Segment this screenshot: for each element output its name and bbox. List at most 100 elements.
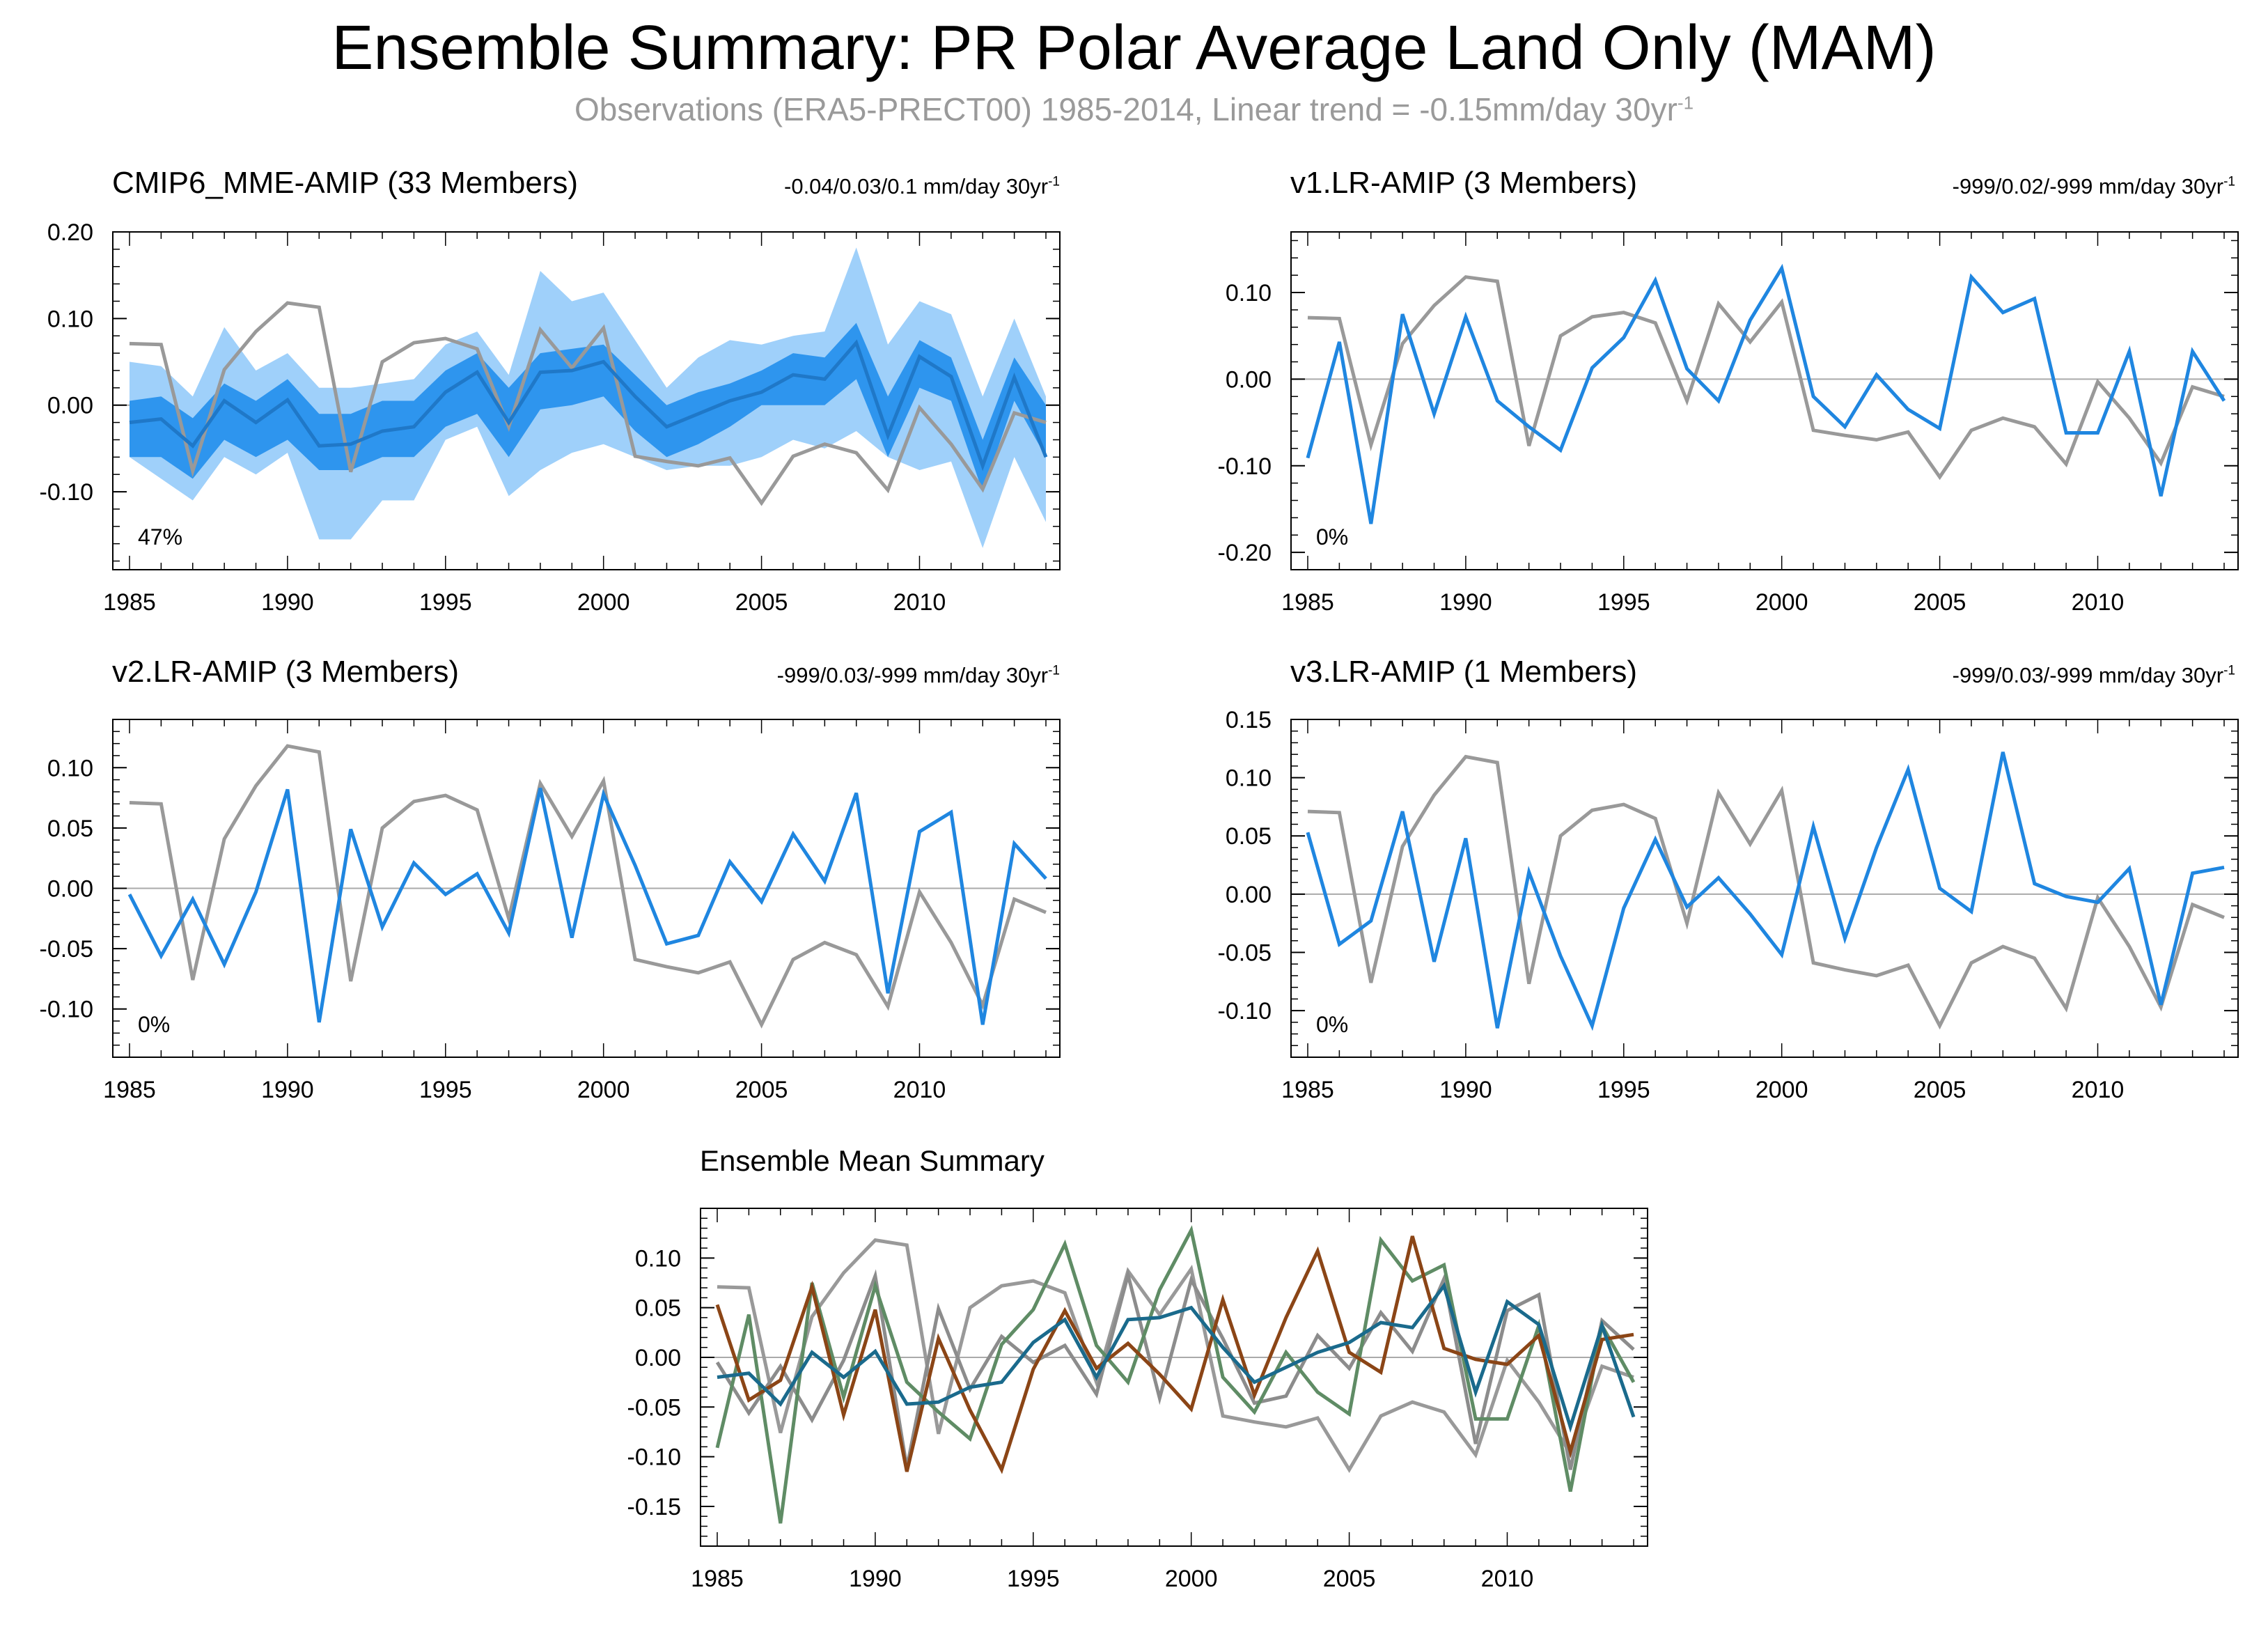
percent-label-cmip6: 47%	[138, 524, 182, 550]
panel-title-cmip6: CMIP6_MME-AMIP (33 Members)	[112, 166, 579, 200]
percent-label-v3: 0%	[1316, 1012, 1348, 1037]
y-tick-label: 0.00	[1226, 366, 1272, 393]
y-tick-label: -0.10	[40, 997, 94, 1023]
y-tick-label: 0.00	[47, 393, 93, 419]
model-line-v1	[1306, 263, 2226, 524]
x-tick-label: 2000	[1755, 589, 1808, 616]
panel-title-v3: v3.LR-AMIP (1 Members)	[1290, 655, 1637, 689]
model-line-v3	[1306, 751, 2225, 1031]
x-tick-label: 2000	[1755, 1077, 1808, 1103]
panel-trend-v1: -999/0.02/-999 mm/day 30yr-1	[1859, 174, 2235, 199]
panel-trend-cmip6: -0.04/0.03/0.1 mm/day 30yr-1	[696, 174, 1060, 199]
subtitle-text: Observations (ERA5-PRECT00) 1985-2014, L…	[574, 91, 1677, 127]
trend-text-v1: -999/0.02/-999 mm/day 30yr	[1952, 174, 2224, 198]
x-tick-label: 2000	[577, 589, 630, 616]
y-tick-label: 0.05	[635, 1295, 681, 1322]
x-tick-label: 2005	[735, 1077, 788, 1103]
trend-sup-v1: -1	[2223, 174, 2235, 189]
x-tick-label: 1985	[1281, 589, 1334, 616]
panel-v3: -0.10 -0.05 0.00 0.05 0.10 0.15 1985 1990 1995 20…	[1218, 707, 2239, 1103]
observations-line	[1307, 754, 2225, 1030]
summary-line-v1	[715, 1225, 1636, 1524]
trend-text-cmip6: -0.04/0.03/0.1 mm/day 30yr	[784, 174, 1049, 198]
y-tick-label: 0.00	[1226, 882, 1272, 908]
y-tick-label: 0.10	[47, 755, 93, 781]
y-tick-label: 0.20	[47, 219, 93, 246]
x-tick-label: 2010	[2072, 1077, 2125, 1103]
plot-frame-v3	[1290, 719, 2239, 1058]
trend-sup-v2: -1	[1048, 663, 1060, 678]
ensemble-mean-line	[129, 339, 1048, 471]
x-tick-label: 1990	[261, 1077, 314, 1103]
percent-label-v2: 0%	[138, 1012, 170, 1037]
x-tick-label: 1995	[1597, 1077, 1650, 1103]
panel-cmip6: -0.10 0.00 0.10 0.20 1985 1990 1995 2000 2005 201…	[40, 219, 1061, 616]
y-tick-label: 0.05	[47, 816, 93, 842]
panel-title-v1: v1.LR-AMIP (3 Members)	[1290, 166, 1637, 200]
y-tick-label: 0.10	[1226, 280, 1272, 306]
plot-frame-v1	[1290, 231, 2239, 570]
y-tick-label: -0.10	[627, 1444, 682, 1471]
y-tick-label: 0.00	[635, 1345, 681, 1371]
x-tick-label: 1990	[1439, 589, 1492, 616]
x-tick-label: 1990	[849, 1566, 902, 1592]
page-subtitle: Observations (ERA5-PRECT00) 1985-2014, L…	[0, 91, 2268, 128]
x-tick-label: 1985	[103, 1077, 156, 1103]
x-tick-label: 2000	[577, 1077, 630, 1103]
x-tick-label: 2010	[2072, 589, 2125, 616]
x-tick-label: 1985	[103, 589, 156, 616]
page-title: Ensemble Summary: PR Polar Average Land …	[331, 13, 1937, 83]
x-tick-label: 1995	[419, 589, 472, 616]
y-tick-label: 0.00	[47, 876, 93, 903]
x-tick-label: 2005	[735, 589, 788, 616]
model-line-v2	[127, 788, 1047, 1025]
x-tick-label: 2010	[893, 1077, 946, 1103]
trend-text-v2: -999/0.03/-999 mm/day 30yr	[776, 663, 1049, 687]
y-tick-label: -0.05	[627, 1394, 682, 1421]
x-tick-label: 1995	[1597, 589, 1650, 616]
y-tick-label: 0.15	[1226, 707, 1272, 733]
summary-line-v3	[715, 1236, 1634, 1474]
y-tick-label: -0.10	[1218, 453, 1272, 480]
y-tick-label: 0.10	[47, 306, 93, 332]
observations-line	[1307, 275, 2225, 481]
x-tick-label: 2010	[1481, 1566, 1534, 1592]
x-tick-label: 1990	[1439, 1077, 1492, 1103]
x-tick-label: 1995	[419, 1077, 472, 1103]
panel-title-ensemble-mean: Ensemble Mean Summary	[700, 1144, 1045, 1177]
x-tick-label: 1990	[261, 589, 314, 616]
x-tick-label: 1985	[691, 1566, 744, 1592]
x-tick-label: 1995	[1007, 1566, 1060, 1592]
summary-line-cmip6	[717, 1281, 1636, 1433]
observations-line	[129, 744, 1047, 1029]
trend-text-v3: -999/0.03/-999 mm/day 30yr	[1952, 663, 2224, 687]
y-tick-label: -0.15	[627, 1494, 682, 1520]
trend-sup-v3: -1	[2223, 663, 2235, 678]
y-tick-label: -0.10	[1218, 998, 1272, 1024]
summary-line-obs	[717, 1238, 1634, 1474]
y-tick-label: -0.10	[40, 479, 94, 506]
y-tick-label: -0.05	[1218, 940, 1272, 966]
x-tick-label: 2005	[1914, 589, 1966, 616]
x-tick-label: 2000	[1165, 1566, 1218, 1592]
summary-line-v2	[715, 1268, 1635, 1470]
panel-trend-v3: -999/0.03/-999 mm/day 30yr-1	[1859, 663, 2235, 688]
y-tick-label: 0.05	[1226, 823, 1272, 850]
panel-v2: -0.10 -0.05 0.00 0.05 0.10 1985 1990 1995 2000 20…	[40, 719, 1061, 1103]
x-tick-label: 2010	[893, 589, 946, 616]
y-tick-label: 0.10	[635, 1245, 681, 1272]
subtitle-superscript: -1	[1677, 92, 1694, 114]
panel-ensemble_mean: -0.15 -0.10 -0.05 0.00 0.05 0.10 1985 1990 1995 2…	[627, 1208, 1648, 1592]
y-tick-label: 0.10	[1226, 765, 1272, 792]
trend-sup-cmip6: -1	[1048, 174, 1060, 189]
y-tick-label: -0.20	[1218, 540, 1272, 566]
x-tick-label: 2005	[1914, 1077, 1966, 1103]
x-tick-label: 2005	[1323, 1566, 1376, 1592]
panel-v1: -0.20 -0.10 0.00 0.10 1985 1990 1995 2000 2005 20…	[1218, 231, 2239, 616]
x-tick-label: 1985	[1281, 1077, 1334, 1103]
panel-title-v2: v2.LR-AMIP (3 Members)	[112, 655, 459, 689]
y-tick-label: -0.05	[40, 936, 94, 962]
observations-line	[129, 301, 1047, 506]
percent-label-v1: 0%	[1316, 524, 1348, 550]
